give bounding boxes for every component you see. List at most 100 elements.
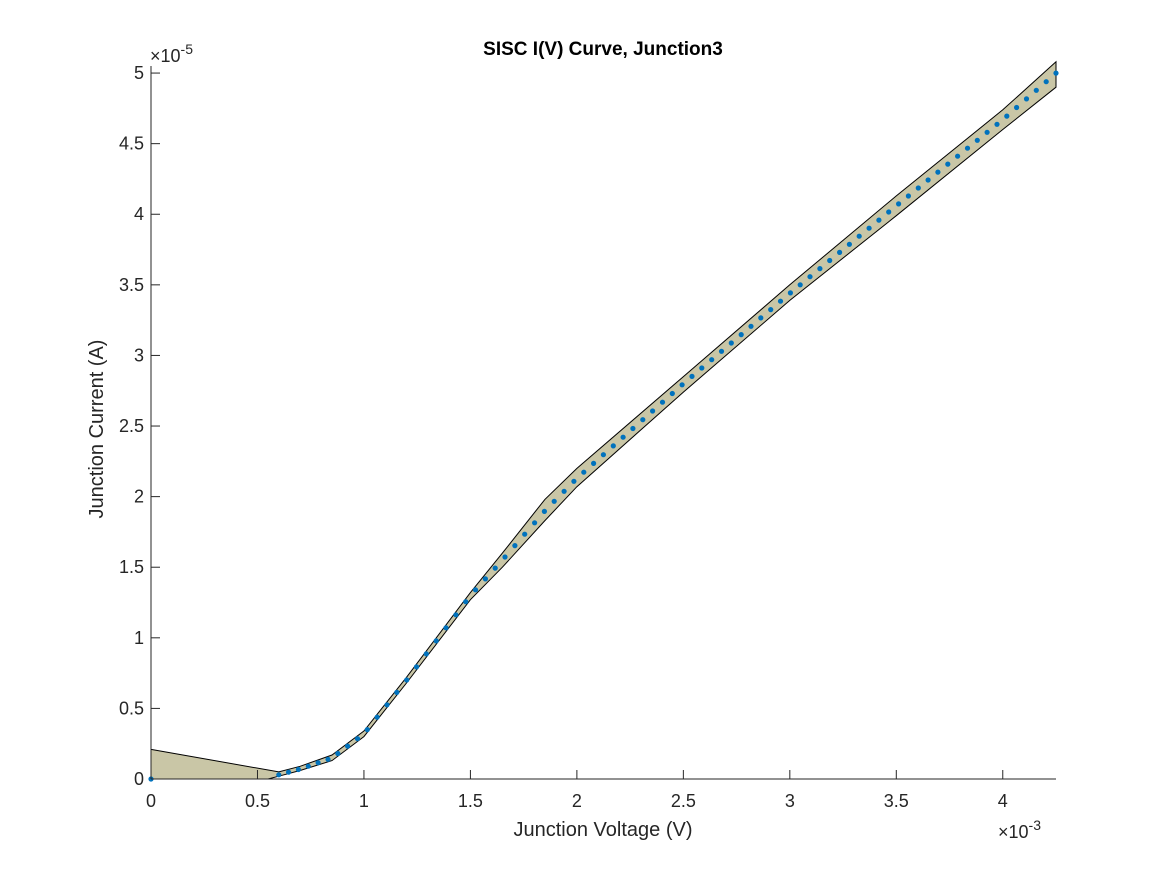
x-tick-label: 1.5 <box>458 791 483 811</box>
data-point <box>817 266 823 272</box>
data-point <box>935 169 941 175</box>
data-points <box>148 70 1059 782</box>
y-tick-label: 0 <box>134 769 144 789</box>
data-point <box>305 763 311 769</box>
x-tick-label: 0.5 <box>245 791 270 811</box>
data-point <box>364 727 370 733</box>
data-point <box>925 177 931 183</box>
data-point <box>413 664 420 670</box>
y-tick-label: 4.5 <box>119 134 144 154</box>
data-point <box>945 161 951 167</box>
data-point <box>571 478 577 484</box>
y-tick-label: 3 <box>134 345 144 365</box>
data-point <box>482 576 488 582</box>
data-point <box>896 201 902 207</box>
data-point <box>1023 96 1030 102</box>
data-point <box>964 145 971 151</box>
x-exponent-base: ×10 <box>998 822 1029 842</box>
axes <box>150 66 1056 780</box>
data-point <box>423 651 429 657</box>
data-point <box>718 348 725 354</box>
data-point <box>856 233 862 239</box>
data-point <box>630 425 636 432</box>
y-tick-label: 3.5 <box>119 275 144 295</box>
data-point <box>659 399 666 405</box>
x-tick-label: 2.5 <box>671 791 696 811</box>
data-point <box>600 452 607 458</box>
data-point <box>738 332 744 338</box>
data-point <box>915 185 921 191</box>
data-point <box>286 769 292 775</box>
y-tick-label: 0.5 <box>119 698 144 718</box>
data-point <box>1043 79 1049 85</box>
data-point <box>492 565 498 571</box>
data-point <box>827 257 833 264</box>
y-tick-label: 5 <box>134 63 144 83</box>
data-point <box>404 677 410 683</box>
confidence-band <box>150 60 1057 780</box>
y-tick-label: 1.5 <box>119 557 144 577</box>
y-axis-label: Junction Current (A) <box>86 340 108 519</box>
data-point <box>699 365 705 371</box>
data-point <box>1004 113 1010 119</box>
data-point <box>522 531 528 537</box>
x-tick-label: 0 <box>146 791 156 811</box>
data-point <box>463 599 469 605</box>
data-point <box>1014 104 1020 111</box>
x-tick-label: 1 <box>359 791 369 811</box>
x-tick-label: 3.5 <box>884 791 909 811</box>
data-point <box>886 209 892 215</box>
data-point <box>374 714 380 720</box>
data-point <box>581 469 587 475</box>
y-tick-label: 1 <box>134 628 144 648</box>
data-point <box>345 743 351 749</box>
data-point <box>472 587 479 593</box>
data-point <box>354 736 361 742</box>
data-point <box>905 193 912 199</box>
data-point <box>974 137 980 143</box>
data-point <box>610 443 616 449</box>
data-point <box>768 307 774 313</box>
data-point <box>728 340 734 346</box>
x-exponent-power: -3 <box>1029 817 1042 833</box>
data-point <box>443 625 449 631</box>
data-point <box>295 766 301 773</box>
data-point <box>325 756 331 762</box>
data-point <box>807 274 813 280</box>
data-point <box>640 417 646 423</box>
x-exponent-label: ×10-3 <box>998 817 1041 842</box>
data-point <box>748 323 754 329</box>
data-point <box>591 460 597 466</box>
data-point <box>394 689 400 696</box>
data-point <box>315 760 321 766</box>
tick-labels: 0 0.5 1 1.5 2 2.5 3 3.5 4 0 0.5 1 1.5 2 2.5 3 3.5 4 4.5 5 <box>119 63 1008 811</box>
y-tick-label: 4 <box>134 204 144 224</box>
y-exponent-power: -5 <box>181 41 194 57</box>
data-point <box>955 153 961 159</box>
x-tick-label: 3 <box>785 791 795 811</box>
data-point <box>502 554 508 560</box>
data-point <box>650 408 656 414</box>
data-point <box>1033 87 1039 93</box>
data-point <box>541 508 548 514</box>
y-tick-label: 2 <box>134 487 144 507</box>
data-point <box>620 434 626 440</box>
data-point <box>876 217 882 223</box>
data-point <box>787 290 794 296</box>
data-point <box>551 498 557 504</box>
data-point <box>669 390 675 397</box>
x-tick-label: 2 <box>572 791 582 811</box>
data-point <box>837 249 843 255</box>
data-point <box>512 543 518 549</box>
y-exponent-base: ×10 <box>150 46 181 66</box>
data-point <box>866 225 872 231</box>
y-tick-label: 2.5 <box>119 416 144 436</box>
x-tick-label: 4 <box>998 791 1008 811</box>
data-point <box>384 702 390 708</box>
data-point <box>335 750 341 757</box>
data-point <box>758 315 764 321</box>
data-point <box>1053 70 1059 76</box>
data-point <box>689 373 695 379</box>
data-point <box>984 129 990 135</box>
